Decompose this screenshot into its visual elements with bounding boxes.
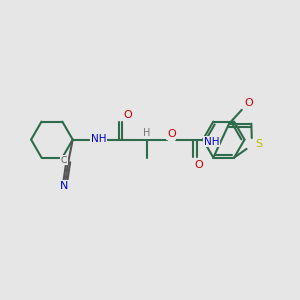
Text: O: O bbox=[123, 110, 132, 120]
Text: N: N bbox=[60, 181, 68, 191]
Text: S: S bbox=[255, 139, 262, 149]
Text: NH: NH bbox=[91, 134, 106, 144]
Text: H: H bbox=[143, 128, 151, 138]
Text: O: O bbox=[244, 98, 253, 108]
Text: C: C bbox=[61, 156, 67, 165]
Text: O: O bbox=[167, 129, 176, 139]
Text: O: O bbox=[195, 160, 203, 170]
Text: NH: NH bbox=[204, 137, 219, 147]
